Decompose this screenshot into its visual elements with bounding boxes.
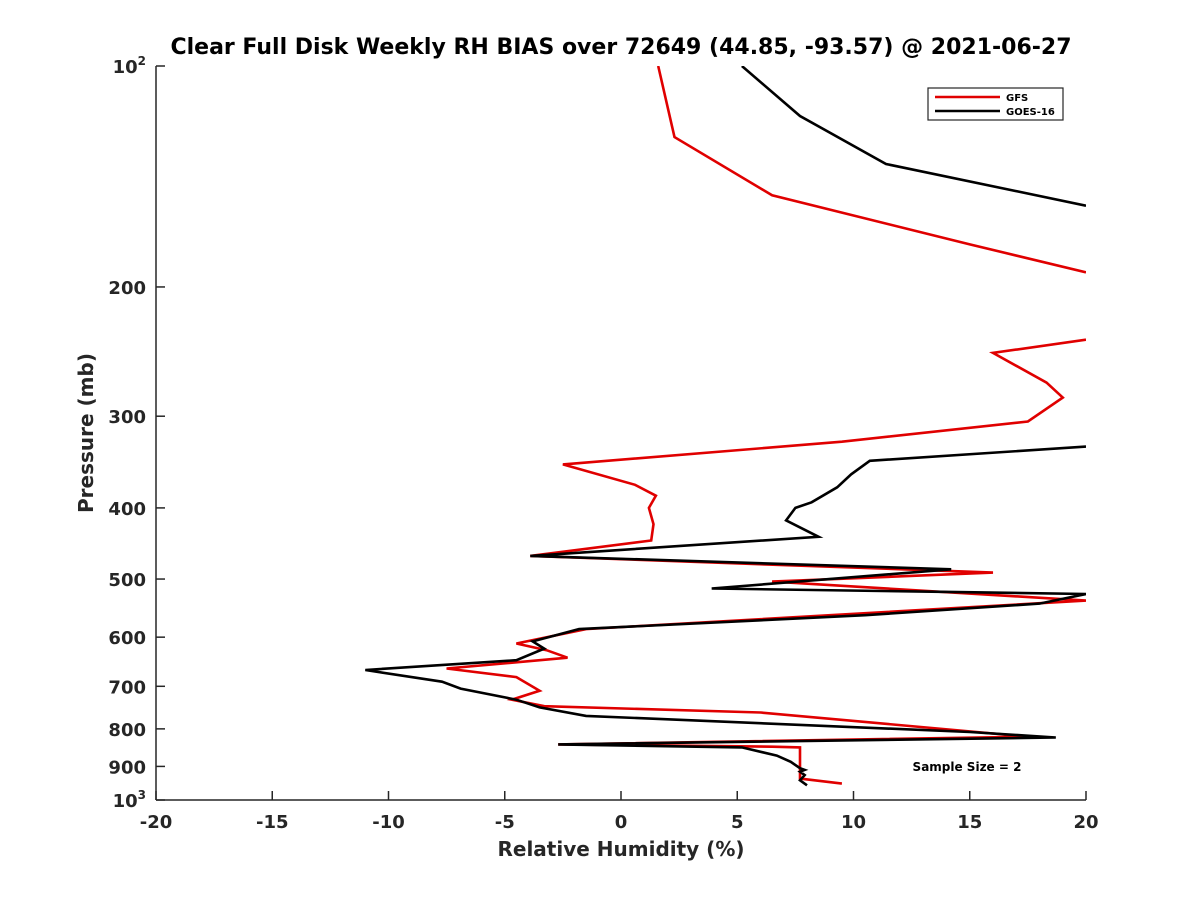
x-tick-label: 20 (1073, 812, 1098, 833)
x-tick-label: -15 (256, 812, 289, 833)
series-line-goes-16-1 (365, 445, 1086, 787)
plot-area: -20 -15 -10 -5 0 5 10 15 20 102 200 300 400 500 600 70… (108, 54, 1098, 833)
y-tick-label: 300 (108, 407, 146, 428)
x-axis-ticks: -20 -15 -10 -5 0 5 10 15 20 (140, 791, 1099, 833)
sample-size-annotation: Sample Size = 2 (913, 760, 1022, 774)
y-tick-label: 900 (108, 757, 146, 778)
legend-label: GOES-16 (1006, 107, 1055, 118)
y-tick-label: 600 (108, 628, 146, 649)
y-tick-label: 200 (108, 278, 146, 299)
chart-title: Clear Full Disk Weekly RH BIAS over 7264… (170, 35, 1071, 60)
x-tick-label: -20 (140, 812, 173, 833)
series-line-gfs-0 (656, 66, 1086, 274)
x-tick-label: -10 (372, 812, 405, 833)
y-tick-label: 102 (113, 54, 146, 78)
series-layer (365, 66, 1086, 787)
y-tick-label: 800 (108, 720, 146, 741)
x-tick-label: 10 (841, 812, 866, 833)
legend-label: GFS (1006, 93, 1028, 104)
x-tick-label: 15 (957, 812, 982, 833)
legend: GFS GOES-16 (927, 87, 1064, 121)
y-tick-label: 500 (108, 570, 146, 591)
x-tick-label: 5 (731, 812, 744, 833)
y-axis-ticks: 102 200 300 400 500 600 700 800 900 103 (108, 54, 165, 812)
x-tick-label: 0 (615, 812, 628, 833)
x-tick-label: -5 (495, 812, 515, 833)
legend-box (927, 87, 1064, 121)
y-axis-label: Pressure (mb) (74, 353, 98, 513)
y-tick-label: 103 (113, 788, 146, 812)
y-tick-label: 400 (108, 499, 146, 520)
y-tick-label: 700 (108, 677, 146, 698)
x-axis-label: Relative Humidity (%) (497, 837, 744, 861)
series-line-goes-16-0 (741, 66, 1086, 207)
